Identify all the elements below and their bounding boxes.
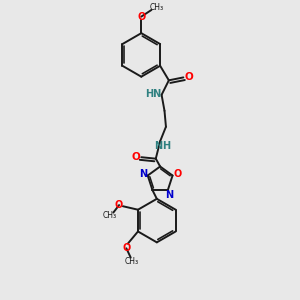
Text: HN: HN	[145, 89, 162, 99]
Text: N: N	[165, 190, 173, 200]
Text: CH₃: CH₃	[149, 3, 164, 12]
Text: O: O	[184, 72, 193, 82]
Text: CH₃: CH₃	[125, 257, 139, 266]
Text: N: N	[154, 142, 162, 152]
Text: O: O	[115, 200, 123, 210]
Text: O: O	[173, 169, 181, 179]
Text: CH₃: CH₃	[103, 211, 117, 220]
Text: O: O	[122, 243, 130, 253]
Text: O: O	[132, 152, 140, 162]
Text: H: H	[163, 142, 171, 152]
Text: O: O	[137, 12, 146, 22]
Text: N: N	[139, 169, 147, 179]
